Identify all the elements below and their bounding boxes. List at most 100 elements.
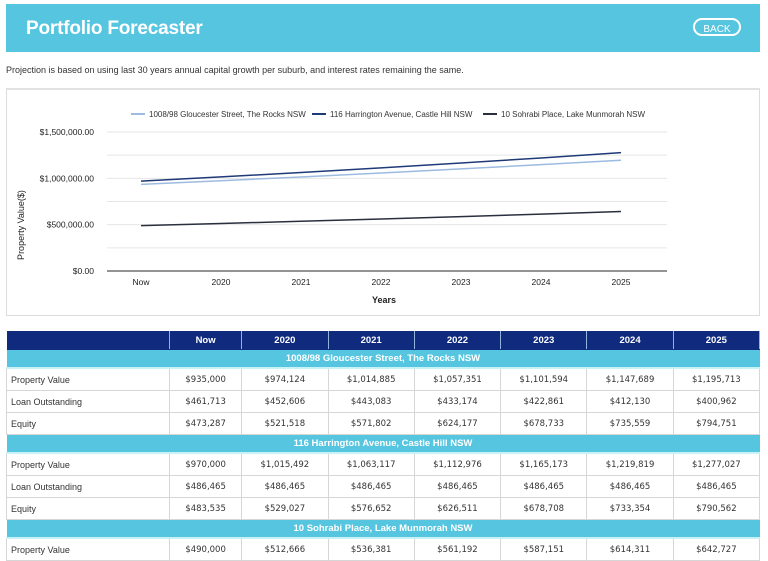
table-cell: $626,511 [413,497,502,520]
column-header: 2024 [586,331,674,350]
table-cell: $571,802 [327,412,415,435]
series-line [140,159,622,186]
table-cell: $412,130 [586,390,674,413]
table-cell: $678,708 [500,497,588,520]
table-row: Loan Outstanding $486,465 $486,465 $486,465… [6,475,761,498]
projection-note: Projection is based on using last 30 yea… [6,65,464,75]
row-label: Equity [6,497,170,520]
table-row: Property Value $935,000 $974,124 $1,014,885… [6,367,761,391]
legend-label: 1008/98 Gloucester Street, The Rocks NSW [149,110,306,119]
property-group-row: 10 Sohrabi Place, Lake Munmorah NSW [6,519,760,539]
app-header: Portfolio Forecaster BACK [6,4,760,52]
table-cell: $473,287 [168,412,243,435]
table-cell: $486,465 [413,475,502,498]
table-cell: $536,381 [327,537,415,561]
x-tick-label: 2020 [212,277,231,287]
table-cell: $1,101,594 [500,367,588,391]
row-label: Property Value [6,537,170,561]
table-cell: $733,354 [586,497,674,520]
chart-svg: 1008/98 Gloucester Street, The Rocks NSW… [16,110,667,305]
x-axis-ticks: Now 2020 2021 2022 2023 2024 2025 [132,277,630,287]
x-tick-label: 2022 [372,277,391,287]
table-cell: $794,751 [672,412,761,435]
row-label: Loan Outstanding [6,475,170,498]
table-cell: $790,562 [672,497,761,520]
table-cell: $624,177 [413,412,502,435]
table-cell: $486,465 [672,475,761,498]
table-cell: $970,000 [168,452,243,476]
y-axis-ticks: $0.00 $500,000.00 $1,000,000.00 $1,500,000.… [40,127,95,276]
table-cell: $452,606 [241,390,329,413]
legend-item[interactable]: 10 Sohrabi Place, Lake Munmorah NSW [483,110,646,119]
table-header-row: Now 2020 2021 2022 2023 2024 2025 [6,331,761,350]
table-cell: $678,733 [500,412,588,435]
legend-item[interactable]: 116 Harrington Avenue, Castle Hill NSW [312,110,473,119]
property-group-row: 116 Harrington Avenue, Castle Hill NSW [6,434,760,454]
table-cell: $1,147,689 [586,367,674,391]
y-tick-label: $0.00 [73,266,95,276]
table-cell: $1,015,492 [241,452,329,476]
table-cell: $486,465 [586,475,674,498]
row-label: Property Value [6,367,170,391]
table-cell: $486,465 [241,475,329,498]
table-cell: $529,027 [241,497,329,520]
table-cell: $486,465 [500,475,588,498]
y-tick-label: $500,000.00 [47,220,95,230]
table-cell: $422,861 [500,390,588,413]
forecast-chart: 1008/98 Gloucester Street, The Rocks NSW… [6,88,760,316]
table-row: Loan Outstanding $461,713 $452,606 $443,083… [6,390,761,413]
chart-grid [107,131,667,272]
legend-label: 10 Sohrabi Place, Lake Munmorah NSW [501,110,646,119]
table-cell: $521,518 [241,412,329,435]
x-tick-label: 2025 [612,277,631,287]
column-header: Now [169,331,243,350]
row-label: Loan Outstanding [6,390,170,413]
back-button[interactable]: BACK [693,18,741,36]
table-cell: $486,465 [327,475,415,498]
row-label: Property Value [6,452,170,476]
table-cell: $1,014,885 [327,367,415,391]
table-cell: $1,057,351 [413,367,502,391]
table-row: Equity $473,287 $521,518 $571,802 $624,177 $6… [6,412,761,435]
column-header: 2023 [500,331,588,350]
table-cell: $614,311 [586,537,674,561]
table-row: Equity $483,535 $529,027 $576,652 $626,511 $6… [6,497,761,520]
table-row: Property Value $490,000 $512,666 $536,381 $5… [6,537,761,561]
y-tick-label: $1,500,000.00 [40,127,95,137]
legend-label: 116 Harrington Avenue, Castle Hill NSW [330,110,473,119]
table-cell: $433,174 [413,390,502,413]
table-cell: $1,195,713 [672,367,761,391]
table-cell: $1,219,819 [586,452,674,476]
chart-lines [140,151,622,227]
property-group-row: 1008/98 Gloucester Street, The Rocks NSW [6,349,760,369]
table-cell: $1,063,117 [327,452,415,476]
property-group-title: 116 Harrington Avenue, Castle Hill NSW [6,434,760,454]
column-header: 2025 [673,331,761,350]
table-row: Property Value $970,000 $1,015,492 $1,063,1… [6,452,761,476]
x-tick-label: 2024 [532,277,551,287]
table-cell: $1,277,027 [672,452,761,476]
table-cell: $1,112,976 [413,452,502,476]
table-cell: $587,151 [500,537,588,561]
column-header-label [6,331,170,350]
legend-item[interactable]: 1008/98 Gloucester Street, The Rocks NSW [131,110,306,119]
table-cell: $443,083 [327,390,415,413]
x-tick-label: 2023 [452,277,471,287]
chart-legend: 1008/98 Gloucester Street, The Rocks NSW… [131,110,646,119]
table-cell: $642,727 [672,537,761,561]
table-cell: $400,962 [672,390,761,413]
y-axis-label: Property Value($) [16,190,26,260]
property-group-title: 10 Sohrabi Place, Lake Munmorah NSW [6,519,760,539]
row-label: Equity [6,412,170,435]
x-tick-label: Now [132,277,150,287]
table-cell: $576,652 [327,497,415,520]
property-group-title: 1008/98 Gloucester Street, The Rocks NSW [6,349,760,369]
x-tick-label: 2021 [292,277,311,287]
table-cell: $490,000 [168,537,243,561]
y-tick-label: $1,000,000.00 [40,173,95,183]
series-line [140,210,622,227]
series-line [140,151,622,182]
page-title: Portfolio Forecaster [26,18,203,39]
column-header: 2022 [414,331,502,350]
table-cell: $974,124 [241,367,329,391]
